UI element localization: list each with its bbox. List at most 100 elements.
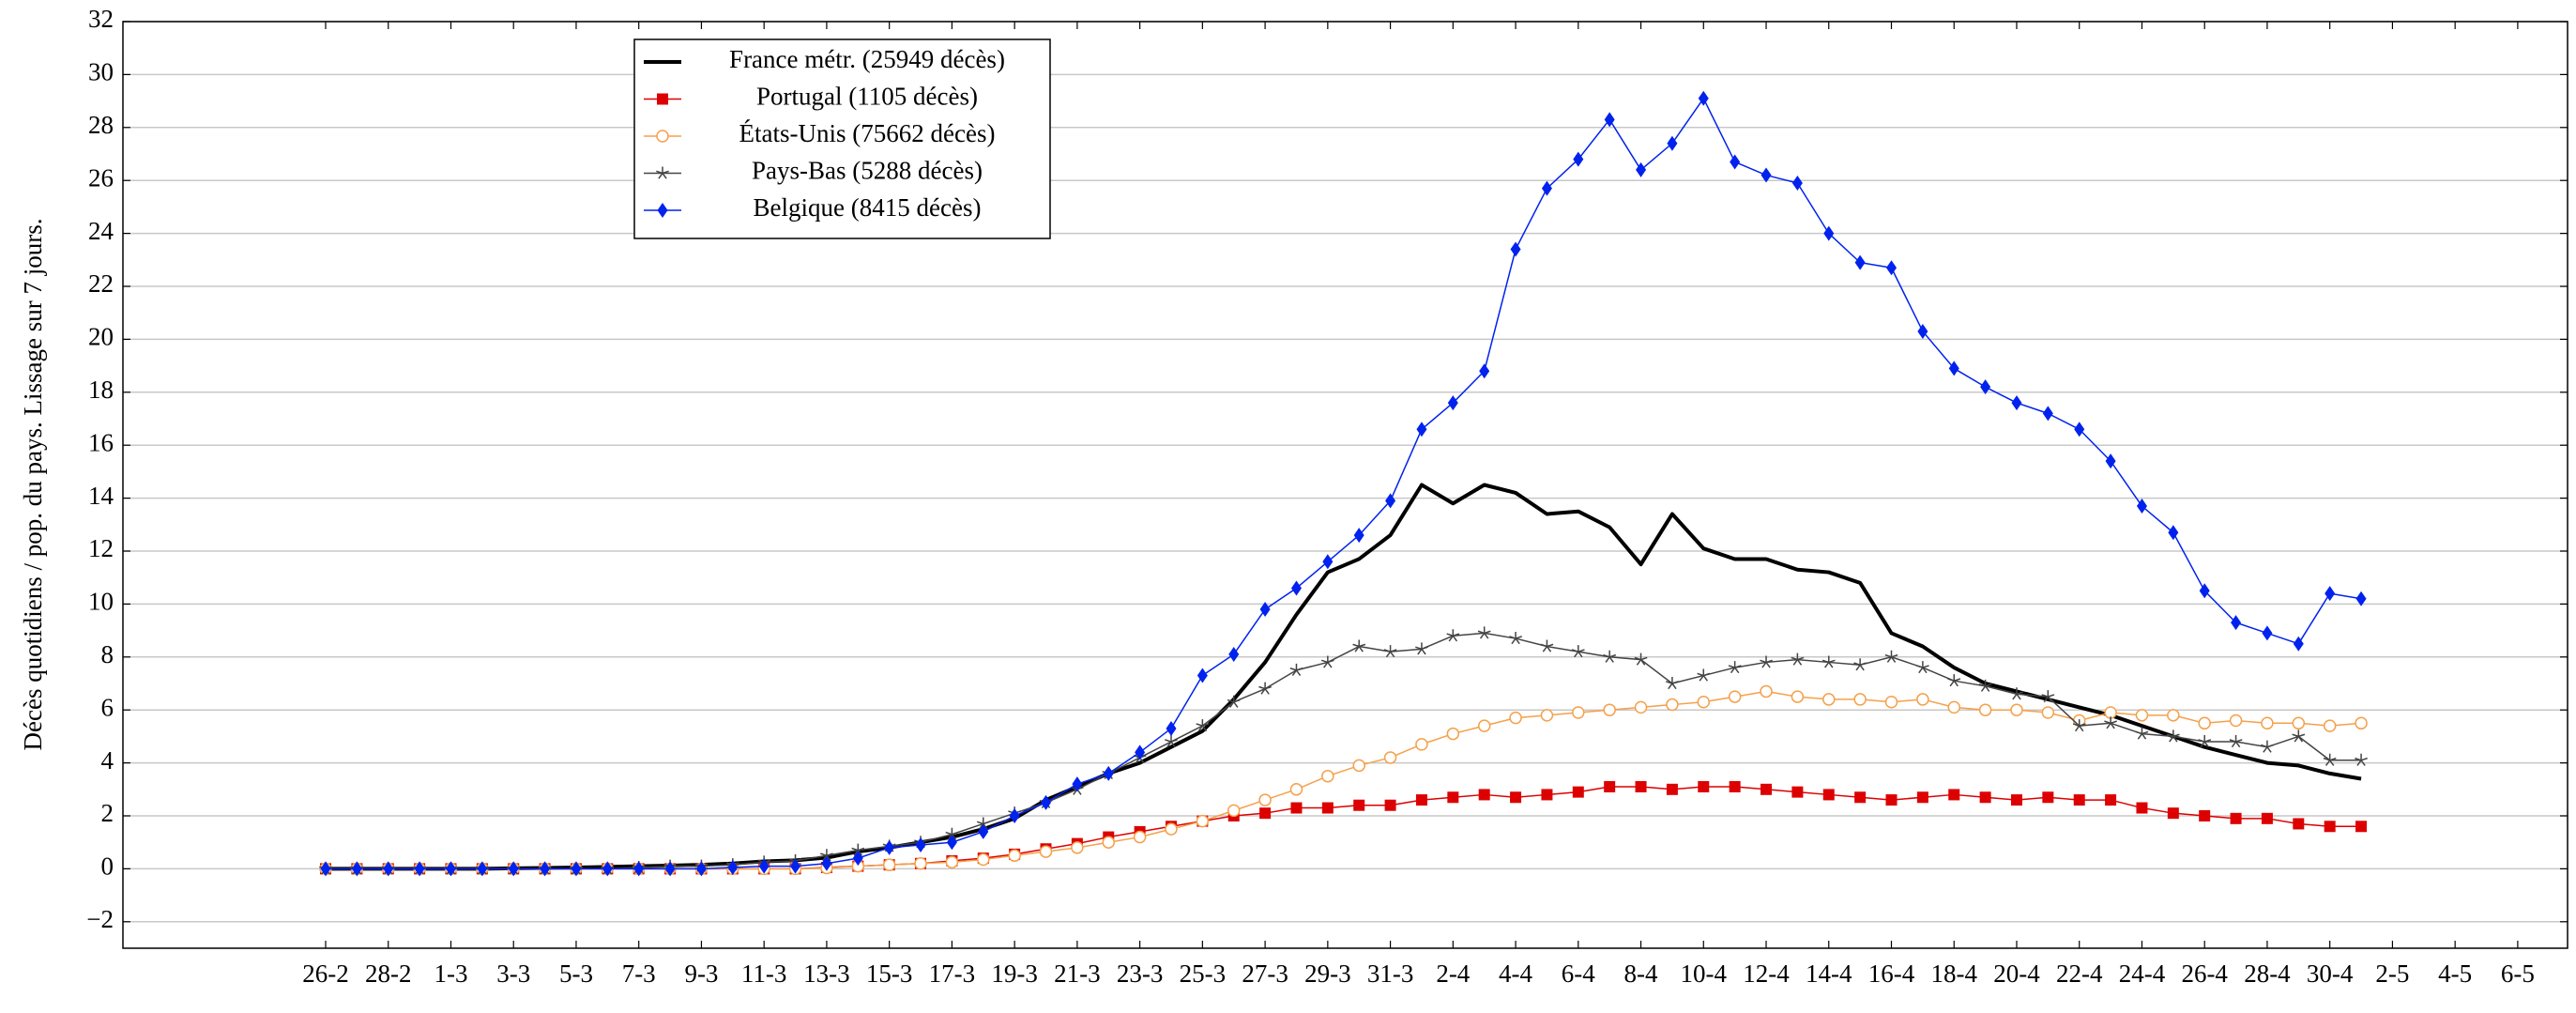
marker	[2198, 735, 2212, 748]
marker	[976, 817, 990, 830]
y-tick-label: 4	[101, 746, 114, 775]
marker	[2261, 812, 2273, 824]
y-tick-label: 16	[88, 428, 114, 456]
marker	[1697, 668, 1711, 682]
marker	[1009, 808, 1020, 823]
x-tick-label: 28-2	[365, 959, 412, 988]
marker	[1446, 629, 1460, 642]
marker	[2168, 525, 2179, 541]
marker	[657, 203, 668, 218]
marker	[2010, 794, 2022, 806]
marker	[2355, 821, 2368, 833]
marker	[1352, 639, 1366, 652]
marker	[2041, 706, 2055, 719]
marker	[1884, 695, 1898, 709]
marker	[1135, 744, 1146, 760]
x-tick-label: 6-4	[1562, 959, 1595, 988]
marker	[1572, 706, 1585, 719]
marker	[1948, 361, 1959, 376]
marker	[508, 861, 519, 877]
marker	[1165, 735, 1178, 748]
marker	[1321, 769, 1334, 783]
marker	[1603, 703, 1616, 716]
marker	[1479, 363, 1490, 379]
legend-label: Pays-Bas (5288 décès)	[752, 157, 983, 185]
marker	[1915, 661, 1929, 674]
marker	[1259, 807, 1272, 820]
marker	[2262, 625, 2273, 641]
x-tick-label: 24-4	[2119, 959, 2166, 988]
marker	[2074, 422, 2085, 437]
marker	[882, 858, 896, 871]
marker	[656, 166, 669, 179]
marker	[1853, 658, 1867, 671]
marker	[1320, 655, 1334, 668]
marker	[978, 823, 989, 839]
marker	[1290, 580, 1302, 596]
marker	[1603, 650, 1617, 663]
x-tick-label: 30-4	[2307, 959, 2354, 988]
marker	[945, 827, 959, 840]
marker	[1384, 799, 1396, 811]
marker	[2231, 615, 2242, 631]
marker	[2104, 706, 2117, 719]
x-tick-label: 5-3	[559, 959, 593, 988]
marker	[1352, 759, 1365, 773]
marker	[1383, 645, 1397, 658]
marker	[2167, 709, 2180, 722]
y-tick-label: −2	[86, 905, 114, 933]
marker	[1041, 794, 1052, 810]
marker	[1072, 776, 1083, 792]
marker	[1477, 719, 1491, 732]
marker	[1572, 786, 1584, 798]
marker	[1415, 642, 1428, 655]
x-tick-label: 3-3	[496, 959, 530, 988]
marker	[1290, 802, 1303, 814]
x-tick-label: 20-4	[1993, 959, 2040, 988]
marker	[1791, 786, 1804, 798]
marker	[1666, 783, 1678, 795]
marker	[2136, 802, 2148, 814]
marker	[2293, 636, 2304, 652]
marker	[2355, 753, 2368, 766]
marker	[656, 130, 669, 143]
marker	[1196, 719, 1210, 732]
marker	[1166, 720, 1177, 736]
x-tick-label: 25-3	[1180, 959, 1227, 988]
marker	[2229, 735, 2243, 748]
marker	[477, 861, 488, 877]
marker	[1446, 727, 1460, 741]
marker	[351, 861, 362, 877]
y-tick-label: 32	[88, 5, 114, 33]
marker	[1416, 422, 1427, 437]
y-tick-label: 0	[101, 852, 114, 881]
marker	[1978, 679, 1992, 692]
x-tick-label: 23-3	[1117, 959, 1164, 988]
marker	[1289, 663, 1303, 677]
marker	[657, 93, 668, 105]
x-tick-label: 2-5	[2375, 959, 2409, 988]
x-tick-label: 26-4	[2181, 959, 2228, 988]
marker	[1947, 700, 1960, 714]
x-tick-label: 19-3	[991, 959, 1038, 988]
marker	[633, 861, 645, 877]
marker	[1821, 655, 1836, 668]
marker	[1228, 646, 1240, 662]
y-tick-label: 24	[88, 217, 114, 245]
marker	[2198, 716, 2211, 730]
marker	[946, 835, 957, 851]
marker	[664, 861, 676, 877]
marker	[2324, 586, 2336, 602]
marker	[2011, 395, 2022, 411]
marker	[320, 861, 331, 877]
legend-label: États-Unis (75662 décès)	[739, 119, 996, 147]
x-tick-label: 12-4	[1743, 959, 1790, 988]
marker	[1447, 791, 1459, 804]
y-tick-label: 20	[88, 323, 114, 351]
marker	[1039, 845, 1053, 858]
marker	[1604, 780, 1616, 792]
series-line	[326, 786, 2362, 870]
marker	[2292, 716, 2306, 730]
marker	[1321, 802, 1334, 814]
marker	[1980, 379, 1991, 395]
